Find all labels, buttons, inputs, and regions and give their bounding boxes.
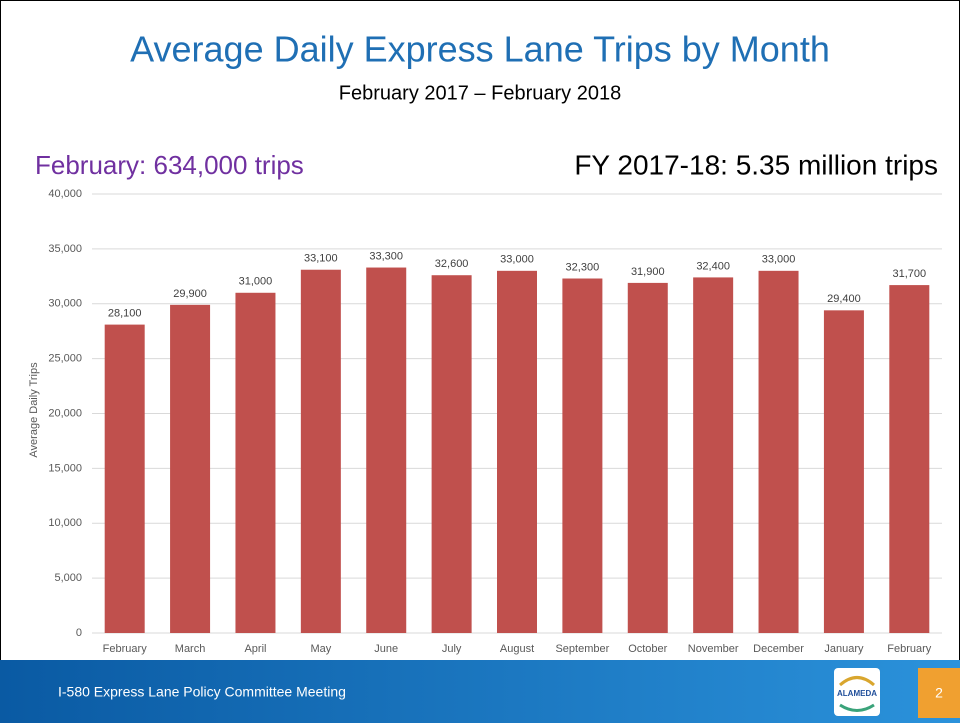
x-tick-label: February [887,643,932,655]
chart-title: Average Daily Express Lane Trips by Mont… [130,29,830,70]
value-label: 33,100 [304,253,338,265]
y-axis-label: Average Daily Trips [28,362,40,458]
value-label: 31,900 [631,266,665,278]
bar [562,278,603,633]
chart-subtitle: February 2017 – February 2018 [339,82,621,104]
bar [497,270,537,633]
bar [758,270,799,633]
page-number: 2 [935,685,943,701]
x-tick-label: July [442,643,462,655]
value-label: 32,300 [566,261,600,273]
annotation: February: 634,000 trips [35,150,304,180]
x-tick-label: December [753,643,804,655]
bar [300,269,341,633]
logo-arc [839,703,875,712]
x-tick-label: August [500,643,534,655]
y-tick-label: 30,000 [48,298,82,310]
value-label: 32,600 [435,258,469,270]
value-label: 29,400 [827,293,861,305]
page-box [918,668,960,718]
value-label: 29,900 [173,288,207,300]
footer-band [0,660,960,723]
footer-text: I-580 Express Lane Policy Committee Meet… [58,684,346,700]
x-tick-label: June [374,643,398,655]
y-tick-label: 5,000 [54,572,82,584]
value-label: 28,100 [108,308,142,320]
x-tick-label: April [244,643,266,655]
y-tick-label: 25,000 [48,353,82,365]
bar [693,277,734,633]
y-tick-label: 20,000 [48,407,82,419]
x-tick-label: February [103,643,148,655]
bar [627,282,668,633]
x-tick-label: November [688,643,739,655]
bar [170,304,211,633]
value-label: 33,000 [500,254,534,266]
bar [235,292,276,633]
x-tick-label: January [824,643,864,655]
x-tick-label: September [555,643,609,655]
value-label: 33,000 [762,254,796,266]
bar [431,275,472,633]
value-label: 31,700 [892,268,926,280]
x-tick-label: October [628,643,667,655]
bar [889,285,930,633]
logo-text: ALAMEDA [837,689,877,698]
y-tick-label: 0 [76,627,82,639]
value-label: 32,400 [696,260,730,272]
y-tick-label: 15,000 [48,462,82,474]
logo-arc [839,676,875,687]
x-tick-label: March [175,643,206,655]
y-tick-label: 40,000 [48,188,82,200]
y-tick-label: 35,000 [48,243,82,255]
value-label: 31,000 [239,276,273,288]
bar [823,310,864,633]
value-label: 33,300 [369,250,403,262]
bar [366,267,407,633]
y-tick-label: 10,000 [48,517,82,529]
annotation: FY 2017-18: 5.35 million trips [574,149,938,180]
x-tick-label: May [310,643,331,655]
bar [104,324,145,633]
